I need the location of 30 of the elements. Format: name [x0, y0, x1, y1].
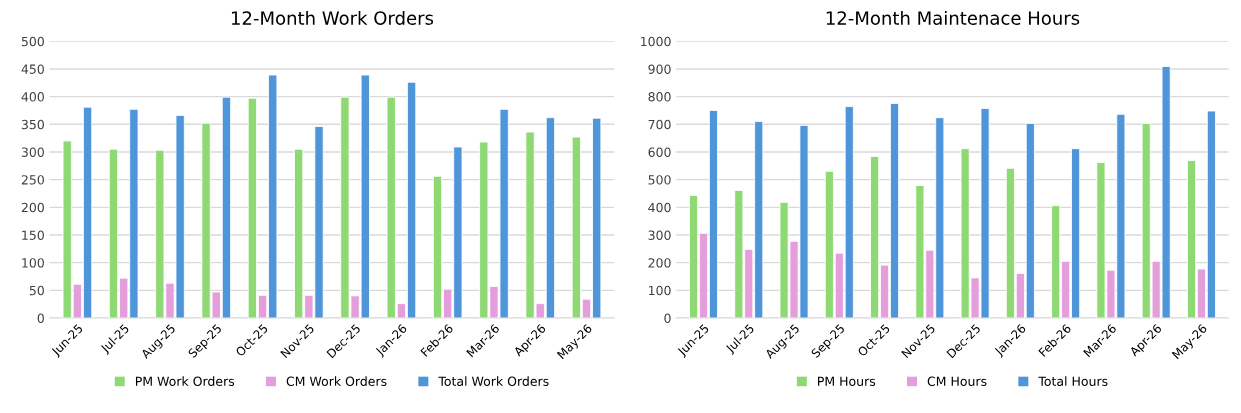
y-tick-label: 300 — [648, 230, 671, 240]
y-tick-label: 150 — [22, 230, 44, 240]
y-tick-label: 0 — [664, 313, 671, 323]
y-tick-label: 700 — [648, 119, 671, 130]
y-tick-label: 800 — [648, 92, 671, 102]
chart-title: 12-Month Work Orders — [231, 10, 434, 25]
y-tick-label: 1000 — [641, 36, 671, 47]
y-tick-label: 500 — [648, 175, 671, 185]
y-tick-label: 250 — [21, 175, 44, 185]
legend-label: PM Work Orders — [135, 376, 235, 386]
y-tick-label: 50 — [29, 285, 44, 296]
y-tick-label: 100 — [649, 285, 671, 296]
chart-title: 12-Month Maintenace Hours — [826, 10, 1080, 25]
y-tick-label: 200 — [648, 258, 671, 268]
legend-label: Total Work Orders — [438, 376, 549, 386]
y-tick-label: 200 — [21, 202, 44, 213]
y-tick-label: 100 — [22, 258, 44, 268]
legend-label: CM Hours — [927, 376, 987, 386]
legend-label: Total Hours — [1038, 376, 1108, 386]
legend-label: CM Work Orders — [286, 376, 387, 386]
y-tick-label: 900 — [648, 64, 671, 74]
y-tick-label: 350 — [21, 119, 44, 130]
y-tick-label: 300 — [21, 147, 44, 157]
legend-label: PM Hours — [818, 376, 876, 386]
y-tick-label: 400 — [21, 92, 44, 102]
y-tick-label: 400 — [648, 202, 671, 213]
y-tick-label: 600 — [648, 147, 671, 157]
y-tick-label: 0 — [37, 313, 44, 323]
y-tick-label: 450 — [21, 64, 44, 74]
y-tick-label: 500 — [21, 36, 44, 47]
